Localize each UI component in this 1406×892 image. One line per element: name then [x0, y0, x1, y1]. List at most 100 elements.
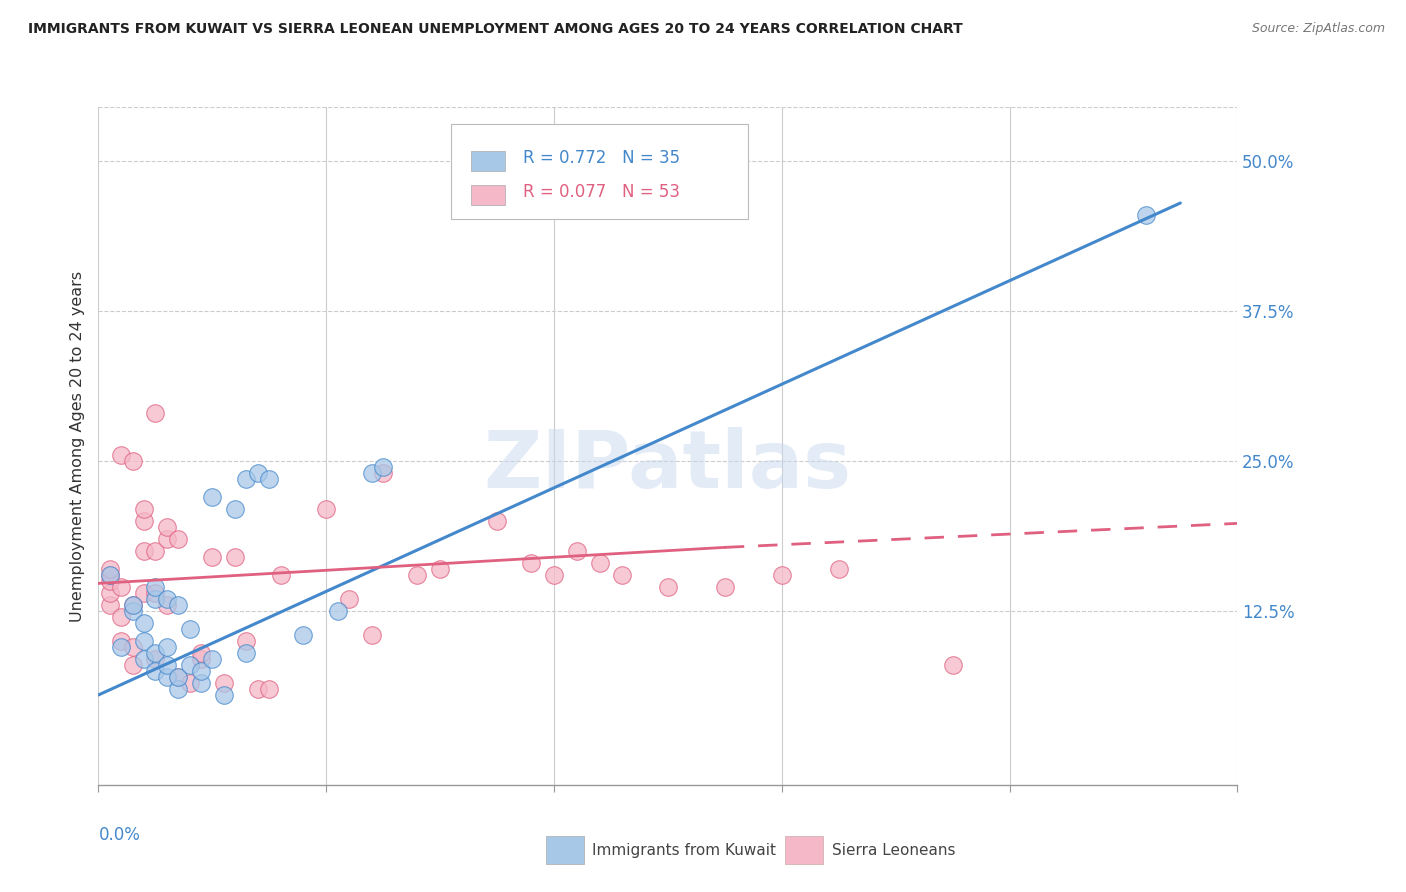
Point: [259, 472, 281, 486]
Point: [259, 681, 281, 696]
Point: [167, 598, 190, 612]
Point: [145, 652, 167, 666]
Point: [828, 562, 851, 576]
Text: Source: ZipAtlas.com: Source: ZipAtlas.com: [1251, 22, 1385, 36]
Point: [246, 681, 269, 696]
Point: [132, 615, 155, 630]
Point: [167, 681, 190, 696]
Point: [110, 640, 132, 654]
Point: [98, 562, 121, 576]
Bar: [471, 186, 505, 204]
Point: [145, 580, 167, 594]
Point: [156, 670, 179, 684]
Point: [360, 466, 382, 480]
Point: [292, 628, 315, 642]
Point: [145, 586, 167, 600]
Point: [612, 568, 634, 582]
Point: [145, 664, 167, 678]
Point: [373, 460, 395, 475]
Point: [121, 604, 143, 618]
Point: [235, 646, 257, 660]
Point: [201, 549, 224, 564]
Text: R = 0.077   N = 53: R = 0.077 N = 53: [523, 183, 679, 201]
Point: [167, 532, 190, 546]
Point: [145, 544, 167, 558]
Point: [132, 544, 155, 558]
Point: [145, 646, 167, 660]
Text: Immigrants from Kuwait: Immigrants from Kuwait: [592, 843, 776, 857]
Point: [1135, 208, 1157, 222]
Point: [132, 514, 155, 528]
Point: [246, 466, 269, 480]
Point: [145, 592, 167, 607]
Point: [156, 640, 179, 654]
FancyBboxPatch shape: [451, 124, 748, 219]
Point: [190, 646, 212, 660]
Point: [429, 562, 451, 576]
Point: [132, 586, 155, 600]
Point: [156, 657, 179, 672]
Point: [145, 406, 167, 420]
Point: [373, 466, 395, 480]
Point: [179, 657, 201, 672]
Point: [326, 604, 349, 618]
Point: [270, 568, 292, 582]
Point: [212, 688, 235, 702]
Point: [98, 598, 121, 612]
Point: [657, 580, 679, 594]
Point: [110, 580, 132, 594]
Point: [156, 598, 179, 612]
Point: [121, 454, 143, 468]
Point: [190, 664, 212, 678]
Point: [235, 472, 257, 486]
Point: [212, 676, 235, 690]
Text: IMMIGRANTS FROM KUWAIT VS SIERRA LEONEAN UNEMPLOYMENT AMONG AGES 20 TO 24 YEARS : IMMIGRANTS FROM KUWAIT VS SIERRA LEONEAN…: [28, 22, 963, 37]
Point: [520, 556, 543, 570]
Point: [167, 670, 190, 684]
Point: [179, 676, 201, 690]
Point: [156, 532, 179, 546]
Point: [315, 502, 337, 516]
Point: [190, 652, 212, 666]
Point: [156, 520, 179, 534]
Point: [132, 634, 155, 648]
Point: [942, 657, 965, 672]
Point: [565, 544, 588, 558]
Point: [132, 652, 155, 666]
Point: [167, 670, 190, 684]
Point: [132, 502, 155, 516]
Point: [110, 610, 132, 624]
Point: [224, 549, 246, 564]
Point: [98, 586, 121, 600]
Y-axis label: Unemployment Among Ages 20 to 24 years: Unemployment Among Ages 20 to 24 years: [69, 270, 84, 622]
Point: [110, 448, 132, 462]
Point: [121, 657, 143, 672]
Text: 0.0%: 0.0%: [98, 826, 141, 844]
Point: [224, 502, 246, 516]
Point: [543, 568, 565, 582]
Point: [201, 652, 224, 666]
Point: [179, 622, 201, 636]
Point: [201, 490, 224, 504]
Point: [588, 556, 610, 570]
Point: [156, 592, 179, 607]
Point: [486, 514, 509, 528]
Point: [406, 568, 429, 582]
Point: [190, 676, 212, 690]
Point: [337, 592, 360, 607]
Point: [121, 640, 143, 654]
Point: [98, 568, 121, 582]
Text: ZIPatlas: ZIPatlas: [484, 427, 852, 506]
Point: [770, 568, 793, 582]
Point: [360, 628, 382, 642]
Point: [98, 574, 121, 588]
Point: [98, 568, 121, 582]
Bar: [471, 152, 505, 170]
Point: [714, 580, 737, 594]
Point: [121, 598, 143, 612]
Text: R = 0.772   N = 35: R = 0.772 N = 35: [523, 149, 679, 167]
Text: Sierra Leoneans: Sierra Leoneans: [831, 843, 955, 857]
Point: [110, 634, 132, 648]
Point: [235, 634, 257, 648]
Point: [121, 598, 143, 612]
